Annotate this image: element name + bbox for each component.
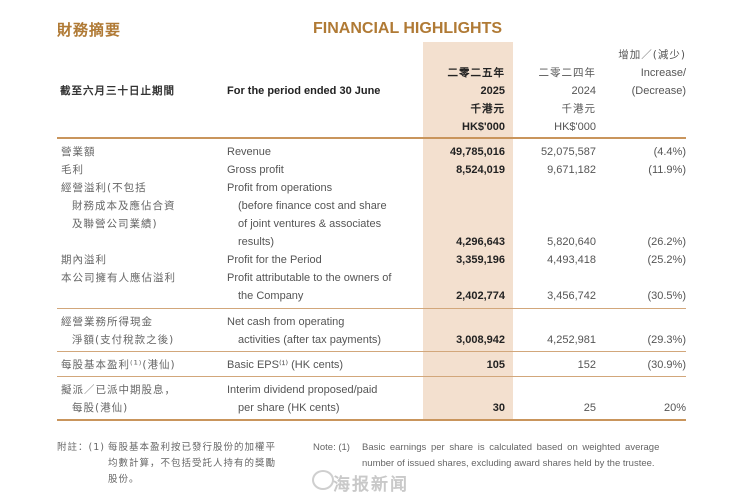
- page-title-zh: 財務摘要: [57, 21, 122, 39]
- row-prior: 5,820,640: [547, 236, 596, 248]
- current-unit-zh: 千港元: [470, 103, 505, 115]
- row-change: (29.3%): [647, 334, 686, 346]
- row-label-en: Interim dividend proposed/paid: [227, 384, 378, 396]
- row-change: 20%: [663, 402, 686, 414]
- note-label-en: Note: (1): [313, 442, 350, 453]
- current-year-highlight: [423, 42, 513, 420]
- row-label-en: Profit for the Period: [227, 254, 322, 266]
- row-prior: 9,671,182: [547, 164, 596, 176]
- row-prior: 4,252,981: [547, 334, 596, 346]
- row-label-en: Basic EPS⁽¹⁾ (HK cents): [227, 359, 344, 371]
- row-label-zh: 擬派／已派中期股息，: [61, 384, 176, 396]
- note-line-en: number of issued shares, excluding award…: [362, 458, 655, 469]
- row-label-en: (before finance cost and share: [238, 200, 387, 212]
- watermark-text: 海报新闻: [333, 475, 409, 495]
- row-label-en: Revenue: [227, 146, 272, 158]
- row-divider: [57, 351, 686, 352]
- row-current: 3,008,942: [456, 334, 505, 346]
- row-current: 8,524,019: [456, 164, 505, 176]
- period-label-en: For the period ended 30 June: [227, 85, 381, 97]
- period-label-zh: 截至六月三十日止期間: [60, 85, 175, 97]
- row-label-en: of joint ventures & associates: [238, 218, 382, 230]
- note-line-zh: 每股基本盈利按已發行股份的加權平: [108, 442, 277, 453]
- row-label-en: results): [238, 236, 275, 248]
- weibo-logo-icon: [312, 470, 334, 490]
- row-label-zh: 本公司擁有人應佔溢利: [61, 272, 176, 284]
- row-label-en: the Company: [238, 290, 304, 302]
- change-label-zh: 增加／(減少): [618, 49, 686, 61]
- header-divider: [57, 137, 686, 139]
- row-change: (11.9%): [648, 164, 686, 176]
- row-label-zh: 財務成本及應佔合資: [72, 200, 176, 212]
- prior-year-zh: 二零二四年: [538, 67, 596, 79]
- row-label-zh: 淨額(支付稅款之後): [72, 334, 175, 346]
- row-label-en: Net cash from operating: [227, 316, 345, 328]
- row-change: (26.2%): [647, 236, 686, 248]
- row-prior: 3,456,742: [547, 290, 596, 302]
- row-current: 30: [492, 402, 505, 414]
- row-current: 105: [486, 359, 505, 371]
- note-label-zh: 附註：(1): [57, 442, 105, 453]
- current-unit: HK$'000: [462, 121, 505, 133]
- prior-unit-zh: 千港元: [561, 103, 596, 115]
- row-change: (25.2%): [647, 254, 686, 266]
- row-label-zh: 營業額: [61, 146, 96, 158]
- row-label-zh: 毛利: [61, 164, 84, 176]
- row-change: (30.5%): [647, 290, 686, 302]
- table-bottom-border: [57, 419, 686, 421]
- prior-year: 2024: [571, 85, 596, 97]
- row-label-zh: 經營溢利(不包括: [61, 182, 147, 194]
- row-label-zh: 每股基本盈利⁽¹⁾(港仙): [61, 359, 176, 371]
- row-change: (30.9%): [647, 359, 686, 371]
- row-current: 4,296,643: [456, 236, 505, 248]
- row-label-en: activities (after tax payments): [238, 334, 382, 346]
- row-label-zh: 及聯營公司業績): [72, 218, 158, 230]
- row-current: 49,785,016: [449, 146, 505, 158]
- row-prior: 52,075,587: [540, 146, 596, 158]
- note-line-zh: 均數計算，不包括受託人持有的獎勵: [108, 458, 277, 469]
- current-year-zh: 二零二五年: [447, 67, 505, 79]
- prior-unit: HK$'000: [554, 121, 596, 133]
- current-year: 2025: [480, 85, 505, 97]
- row-label-en: per share (HK cents): [238, 402, 340, 414]
- row-divider: [57, 308, 686, 309]
- row-prior: 4,493,418: [547, 254, 596, 266]
- row-label-zh: 每股(港仙): [72, 402, 129, 414]
- page-title-en: FINANCIAL HIGHLIGHTS: [313, 20, 503, 37]
- row-current: 2,402,774: [456, 290, 505, 302]
- row-label-zh: 期內溢利: [61, 254, 107, 266]
- note-line-zh: 股份。: [108, 474, 140, 485]
- note-line-en: Basic earnings per share is calculated b…: [362, 442, 660, 453]
- row-current: 3,359,196: [456, 254, 505, 266]
- change-label-en-1: Increase/: [640, 67, 686, 79]
- row-label-en: Profit attributable to the owners of: [227, 272, 392, 284]
- row-divider: [57, 376, 686, 377]
- row-prior: 152: [577, 359, 596, 371]
- row-prior: 25: [583, 402, 596, 414]
- change-label-en-2: (Decrease): [631, 85, 686, 97]
- row-change: (4.4%): [653, 146, 686, 158]
- row-label-en: Gross profit: [227, 164, 284, 176]
- row-label-en: Profit from operations: [227, 182, 333, 194]
- row-label-zh: 經營業務所得現金: [61, 316, 153, 328]
